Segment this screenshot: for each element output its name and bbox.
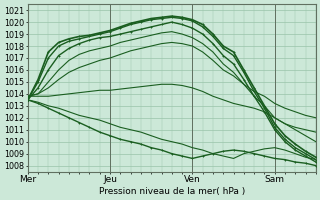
X-axis label: Pression niveau de la mer( hPa ): Pression niveau de la mer( hPa ) <box>99 187 245 196</box>
